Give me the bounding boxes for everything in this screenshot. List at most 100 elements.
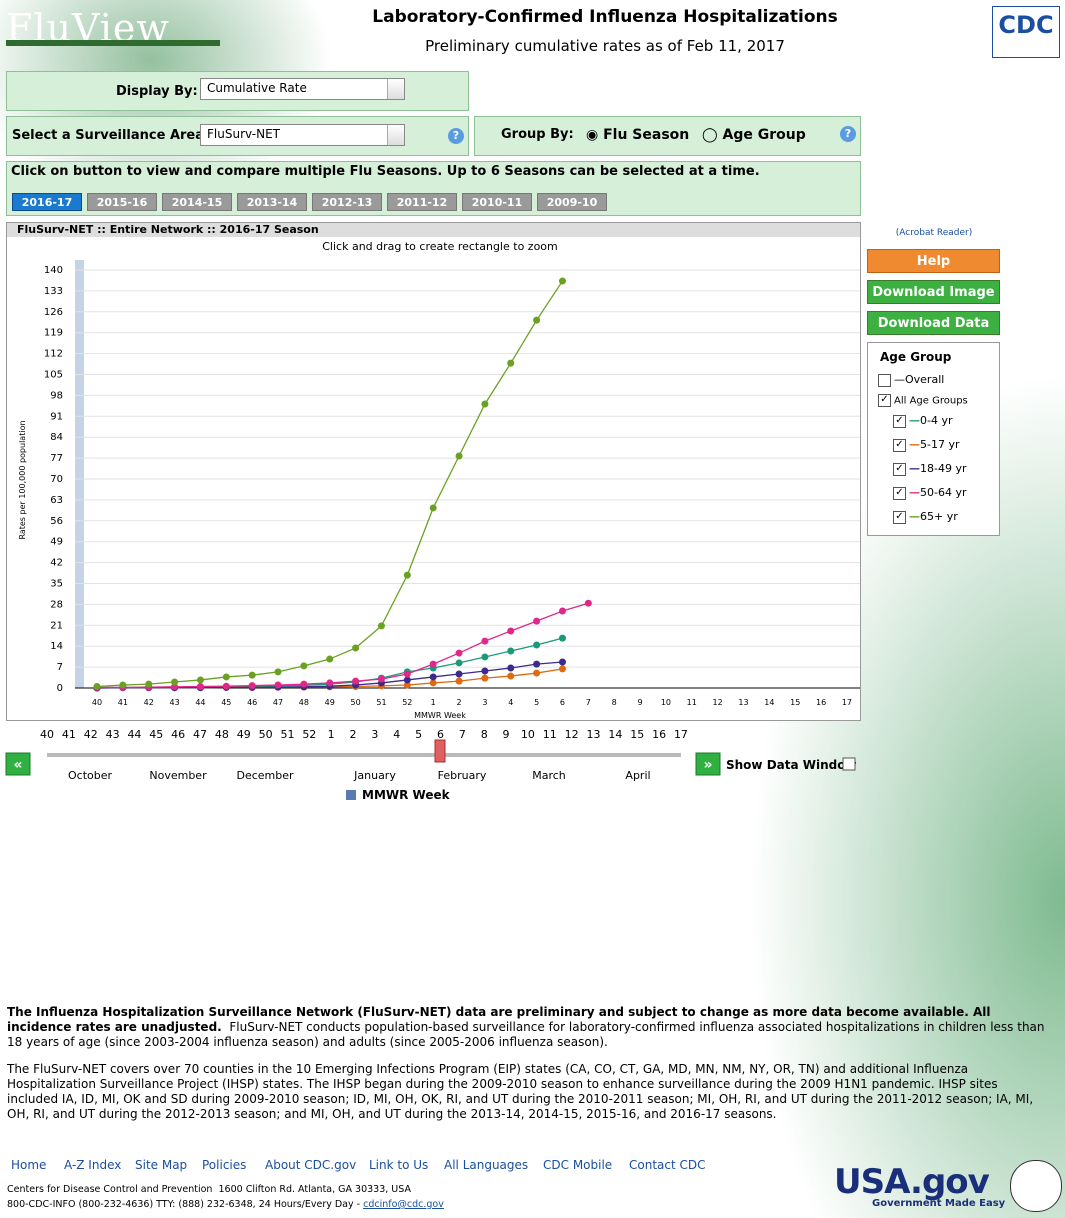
chart-title: FluSurv-NET :: Entire Network :: 2016-17… bbox=[17, 223, 319, 236]
y-tick-label: 63 bbox=[50, 495, 63, 506]
season-button[interactable]: 2010-11 bbox=[462, 193, 532, 211]
x-tick-label: 2 bbox=[456, 698, 461, 707]
legend-item[interactable]: ✓ —50-64 yr bbox=[893, 486, 967, 500]
footer-link[interactable]: Home bbox=[11, 1158, 47, 1172]
usa-tagline: Government Made Easy bbox=[872, 1198, 1006, 1209]
slider-prev[interactable] bbox=[5, 752, 31, 776]
legend-item[interactable]: ✓ —0-4 yr bbox=[893, 414, 953, 428]
chart-panel bbox=[6, 222, 861, 721]
acrobat-link[interactable]: (Acrobat Reader) bbox=[895, 228, 973, 238]
email-link[interactable]: cdcinfo@cdc.gov bbox=[363, 1199, 444, 1210]
data-point bbox=[429, 504, 437, 512]
data-point bbox=[326, 655, 334, 663]
data-point bbox=[222, 673, 230, 681]
footer-link[interactable]: About CDC.gov bbox=[265, 1158, 357, 1172]
season-button[interactable]: 2011-12 bbox=[387, 193, 457, 211]
cdc-logo[interactable]: CDC bbox=[992, 6, 1060, 58]
radio-flu-season[interactable]: ◉ Flu Season bbox=[586, 127, 690, 143]
data-point bbox=[507, 664, 515, 672]
footer-link[interactable]: All Languages bbox=[444, 1158, 529, 1172]
legend-swatch: — bbox=[909, 414, 920, 427]
slider-week: 43 bbox=[106, 728, 120, 741]
chart[interactable]: FluSurv-NET :: Entire Network :: 2016-17… bbox=[6, 222, 861, 721]
x-tick-label: 46 bbox=[247, 698, 257, 707]
data-point bbox=[403, 670, 411, 678]
data-point bbox=[558, 277, 566, 285]
help-icon[interactable]: ? bbox=[840, 126, 856, 142]
season-button[interactable]: 2013-14 bbox=[237, 193, 307, 211]
slider-week: 5 bbox=[415, 728, 422, 741]
data-point bbox=[533, 316, 541, 324]
data-point bbox=[455, 452, 463, 460]
slider-next[interactable] bbox=[695, 752, 721, 776]
data-point bbox=[455, 659, 463, 667]
data-point bbox=[429, 660, 437, 668]
usa-logo[interactable]: USA.gov bbox=[834, 1162, 990, 1202]
x-tick-label: 17 bbox=[842, 698, 852, 707]
footer-link[interactable]: Contact CDC bbox=[629, 1158, 706, 1172]
slider-week: 52 bbox=[302, 728, 316, 741]
slider-week: 15 bbox=[630, 728, 644, 741]
footer-link[interactable]: CDC Mobile bbox=[543, 1158, 613, 1172]
data-point bbox=[429, 679, 437, 687]
legend-checkbox[interactable]: ✓ bbox=[893, 486, 906, 500]
legend-checkbox[interactable]: ✓ bbox=[893, 438, 906, 452]
address: Centers for Disease Control and Preventi… bbox=[7, 1184, 411, 1195]
footer-link[interactable]: Policies bbox=[202, 1158, 247, 1172]
footer-link[interactable]: Link to Us bbox=[369, 1158, 429, 1172]
data-point bbox=[300, 662, 308, 670]
legend-item[interactable]: ✓ —18-49 yr bbox=[893, 462, 967, 476]
slider-week: 17 bbox=[674, 728, 688, 741]
display-select[interactable]: Cumulative Rate bbox=[200, 78, 405, 100]
series-line bbox=[97, 602, 589, 689]
x-tick-label: 42 bbox=[144, 698, 154, 707]
legend-label: 50-64 yr bbox=[920, 486, 967, 499]
y-tick-label: 49 bbox=[50, 537, 63, 548]
y-tick-label: 119 bbox=[44, 328, 63, 339]
data-point bbox=[507, 359, 515, 367]
y-tick-label: 84 bbox=[50, 432, 63, 443]
legend-label: 65+ yr bbox=[920, 510, 958, 523]
slider-week: 10 bbox=[521, 728, 535, 741]
y-tick-label: 77 bbox=[50, 453, 63, 464]
radio-age-group[interactable]: ◯ Age Group bbox=[702, 127, 806, 143]
legend-item[interactable]: ✓ —65+ yr bbox=[893, 510, 958, 524]
data-point bbox=[507, 672, 515, 680]
footer-link[interactable]: Site Map bbox=[135, 1158, 188, 1172]
footer-link[interactable]: A-Z Index bbox=[64, 1158, 122, 1172]
download-data-button[interactable]: Download Data bbox=[867, 311, 1000, 335]
contact-text: 800-CDC-INFO (800-232-4636) TTY: (888) 2… bbox=[7, 1199, 364, 1210]
slider-week: 9 bbox=[503, 728, 510, 741]
help-icon[interactable]: ? bbox=[448, 128, 464, 144]
download-image-button[interactable]: Download Image bbox=[867, 280, 1000, 304]
season-button[interactable]: 2009-10 bbox=[537, 193, 607, 211]
y-tick-label: 91 bbox=[50, 411, 63, 422]
data-point bbox=[145, 680, 153, 688]
area-select[interactable]: FluSurv-NET bbox=[200, 124, 405, 146]
season-button[interactable]: 2015-16 bbox=[87, 193, 157, 211]
x-tick-label: 52 bbox=[402, 698, 412, 707]
show-window-checkbox[interactable] bbox=[842, 757, 856, 771]
data-point bbox=[403, 571, 411, 579]
legend-icon bbox=[346, 790, 356, 800]
season-button[interactable]: 2012-13 bbox=[312, 193, 382, 211]
slider-week: 42 bbox=[84, 728, 98, 741]
legend-checkbox[interactable]: ✓ bbox=[893, 510, 906, 524]
data-point bbox=[558, 634, 566, 642]
season-button[interactable]: 2016-17 bbox=[12, 193, 82, 211]
slider-handle[interactable] bbox=[434, 739, 446, 763]
data-point bbox=[533, 641, 541, 649]
y-tick-label: 98 bbox=[50, 390, 63, 401]
group-panel bbox=[474, 116, 861, 156]
slider-week: 40 bbox=[40, 728, 54, 741]
legend-checkbox[interactable]: ✓ bbox=[893, 414, 906, 428]
legend-item[interactable]: —Overall bbox=[878, 373, 944, 387]
week-slider[interactable]: « » Show Data Window MMWR Week 40 41 42 43 4… bbox=[0, 722, 865, 812]
legend-item[interactable]: ✓ All Age Groups bbox=[878, 394, 968, 407]
legend-item[interactable]: ✓ —5-17 yr bbox=[893, 438, 960, 452]
season-button[interactable]: 2014-15 bbox=[162, 193, 232, 211]
legend-checkbox[interactable]: ✓ bbox=[893, 462, 906, 476]
help-button[interactable]: Help bbox=[867, 249, 1000, 273]
x-tick-label: 12 bbox=[713, 698, 723, 707]
